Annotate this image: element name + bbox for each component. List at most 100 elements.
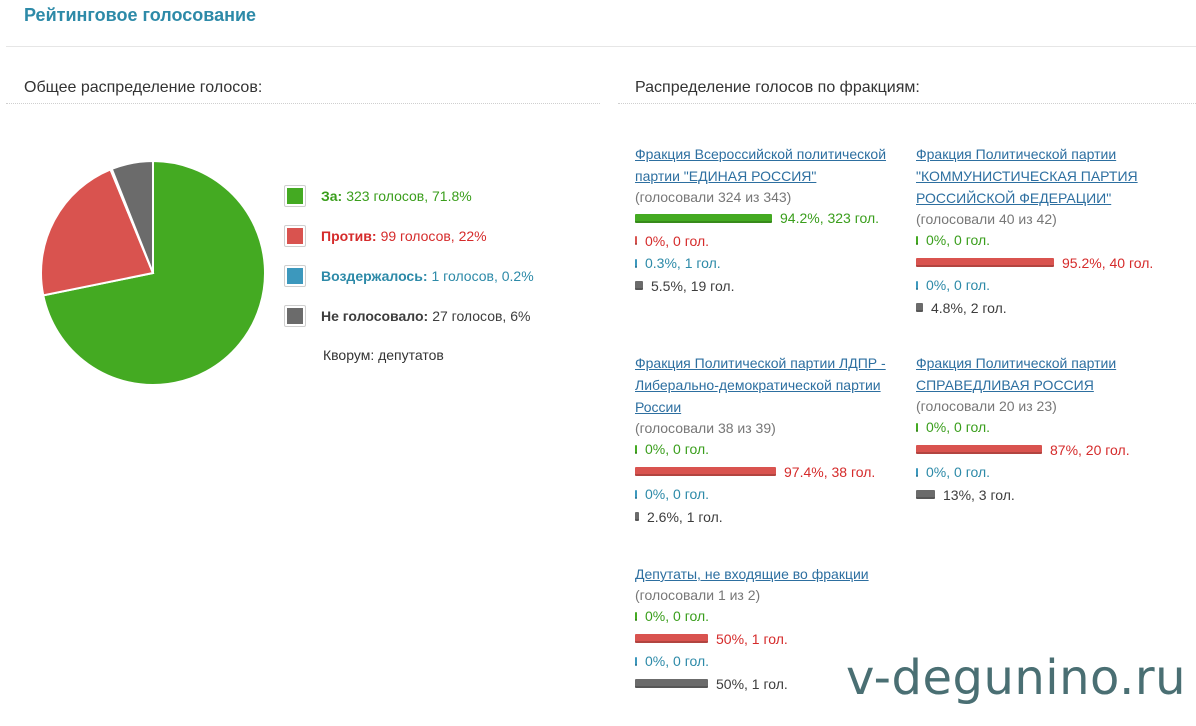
quorum-text: Кворум: депутатов [323, 347, 444, 363]
faction-united-russia: Фракция Всероссийской политической парти… [635, 143, 907, 297]
bar-row-absent: 2.6%, 1 гол. [635, 506, 907, 529]
faction-voted-count: (голосовали 40 из 42) [916, 211, 1057, 227]
bar-label-absent: 5.5%, 19 гол. [651, 277, 735, 294]
faction-voted-count: (голосовали 38 из 39) [635, 420, 776, 436]
faction-link[interactable]: Фракция Всероссийской политической парти… [635, 146, 887, 184]
bar-row-abstain: 0%, 0 гол. [635, 483, 907, 506]
bar-against [635, 236, 637, 246]
overall-heading: Общее распределение голосов: [24, 79, 263, 96]
bar-abstain [635, 656, 637, 666]
bar-label-absent: 13%, 3 гол. [943, 486, 1015, 503]
legend-swatch-abstain [284, 265, 306, 287]
bar-for [635, 444, 637, 454]
faction-link[interactable]: Фракция Политической партии ЛДПР - Либер… [635, 355, 886, 415]
faction-bars: 0%, 0 гол. 50%, 1 гол. 0%, 0 гол. 50%, 1 го… [635, 605, 907, 695]
bar-label-abstain: 0%, 0 гол. [645, 486, 710, 503]
bar-label-against: 97.4%, 38 гол. [784, 463, 876, 480]
bar-label-abstain: 0.3%, 1 гол. [645, 255, 721, 272]
watermark: v-degunino.ru [846, 650, 1186, 706]
bar-against [635, 467, 776, 477]
bar-against [916, 445, 1042, 455]
bar-label-for: 0%, 0 гол. [645, 608, 710, 625]
bar-absent [916, 303, 923, 313]
bar-row-for: 0%, 0 гол. [635, 605, 907, 628]
bar-against [635, 634, 708, 644]
bar-row-absent: 13%, 3 гол. [916, 484, 1188, 507]
bar-row-against: 97.4%, 38 гол. [635, 461, 907, 484]
factions-heading-divider [618, 103, 1196, 104]
bar-row-against: 87%, 20 гол. [916, 439, 1188, 462]
bar-row-for: 0%, 0 гол. [916, 229, 1188, 252]
bar-abstain [635, 489, 637, 499]
bar-row-for: 94.2%, 323 гол. [635, 207, 907, 230]
page-title: Рейтинговое голосование [24, 5, 257, 25]
bar-absent [635, 679, 708, 689]
pie-slice-for [42, 159, 266, 386]
faction-fair-russia: Фракция Политической партии СПРАВЕДЛИВАЯ… [916, 352, 1188, 506]
bar-row-abstain: 0%, 0 гол. [635, 650, 907, 673]
bar-label-abstain: 0%, 0 гол. [926, 464, 991, 481]
legend-item-absent: Не голосовало: 27 голосов, 6% [284, 303, 534, 329]
faction-link[interactable]: Депутаты, не входящие во фракции [635, 566, 869, 582]
bar-label-abstain: 0%, 0 гол. [645, 653, 710, 670]
faction-bars: 0%, 0 гол. 87%, 20 гол. 0%, 0 гол. 13%, 3 г… [916, 416, 1188, 506]
bar-absent [635, 512, 639, 522]
bar-against [916, 258, 1054, 268]
bar-absent [635, 281, 643, 291]
bar-label-abstain: 0%, 0 гол. [926, 277, 991, 294]
bar-label-for: 0%, 0 гол. [926, 232, 991, 249]
faction-bars: 94.2%, 323 гол. 0%, 0 гол. 0.3%, 1 гол. 5.5… [635, 207, 907, 297]
bar-row-for: 0%, 0 гол. [916, 416, 1188, 439]
faction-ldpr: Фракция Политической партии ЛДПР - Либер… [635, 352, 907, 528]
faction-bars: 0%, 0 гол. 97.4%, 38 гол. 0%, 0 гол. 2.6%, … [635, 438, 907, 528]
bar-label-for: 94.2%, 323 гол. [780, 210, 880, 227]
legend-item-for: За: 323 голосов, 71.8% [284, 183, 534, 209]
bar-row-against: 0%, 0 гол. [635, 230, 907, 253]
bar-label-against: 0%, 0 гол. [645, 232, 710, 249]
legend-label-abstain: Воздержалось: [321, 268, 428, 284]
pie-slice-absent [110, 159, 154, 274]
faction-voted-count: (голосовали 1 из 2) [635, 587, 761, 603]
bar-absent [916, 490, 935, 500]
bar-label-absent: 4.8%, 2 гол. [931, 299, 1007, 316]
pie-slice-against [40, 168, 155, 297]
legend-swatch-for [284, 185, 306, 207]
legend-label-absent: Не голосовало: [321, 308, 429, 324]
bar-row-abstain: 0%, 0 гол. [916, 461, 1188, 484]
bar-label-for: 0%, 0 гол. [645, 441, 710, 458]
legend-label-for: За: [321, 188, 343, 204]
bar-for [916, 235, 918, 245]
bar-for [635, 213, 772, 223]
faction-independents: Депутаты, не входящие во фракции (голосо… [635, 563, 907, 695]
overall-legend: За: 323 голосов, 71.8% Против: 99 голосо… [284, 183, 534, 343]
faction-voted-count: (голосовали 20 из 23) [916, 398, 1057, 414]
bar-abstain [916, 280, 918, 290]
bar-row-against: 95.2%, 40 гол. [916, 252, 1188, 275]
bar-row-against: 50%, 1 гол. [635, 628, 907, 651]
legend-item-abstain: Воздержалось: 1 голосов, 0.2% [284, 263, 534, 289]
legend-detail-abstain: 1 голосов, 0.2% [431, 268, 534, 284]
legend-label-against: Против: [321, 228, 377, 244]
bar-label-against: 87%, 20 гол. [1050, 441, 1130, 458]
bar-row-for: 0%, 0 гол. [635, 438, 907, 461]
bar-row-absent: 50%, 1 гол. [635, 673, 907, 696]
legend-detail-absent: 27 голосов, 6% [432, 308, 531, 324]
bar-label-against: 50%, 1 гол. [716, 630, 788, 647]
overall-pie-chart [40, 159, 266, 386]
title-divider [6, 46, 1196, 47]
bar-row-abstain: 0.3%, 1 гол. [635, 252, 907, 275]
faction-link[interactable]: Фракция Политической партии СПРАВЕДЛИВАЯ… [916, 355, 1117, 393]
bar-row-abstain: 0%, 0 гол. [916, 274, 1188, 297]
legend-swatch-against [284, 225, 306, 247]
bar-for [916, 422, 918, 432]
bar-label-absent: 2.6%, 1 гол. [647, 508, 723, 525]
bar-row-absent: 5.5%, 19 гол. [635, 275, 907, 298]
faction-link[interactable]: Фракция Политической партии "КОММУНИСТИЧ… [916, 146, 1138, 206]
overall-heading-divider [6, 103, 600, 104]
bar-abstain [635, 258, 637, 268]
legend-detail-for: 323 голосов, 71.8% [346, 188, 472, 204]
bar-row-absent: 4.8%, 2 гол. [916, 297, 1188, 320]
bar-abstain [916, 467, 918, 477]
legend-item-against: Против: 99 голосов, 22% [284, 223, 534, 249]
faction-kprf: Фракция Политической партии "КОММУНИСТИЧ… [916, 143, 1188, 319]
